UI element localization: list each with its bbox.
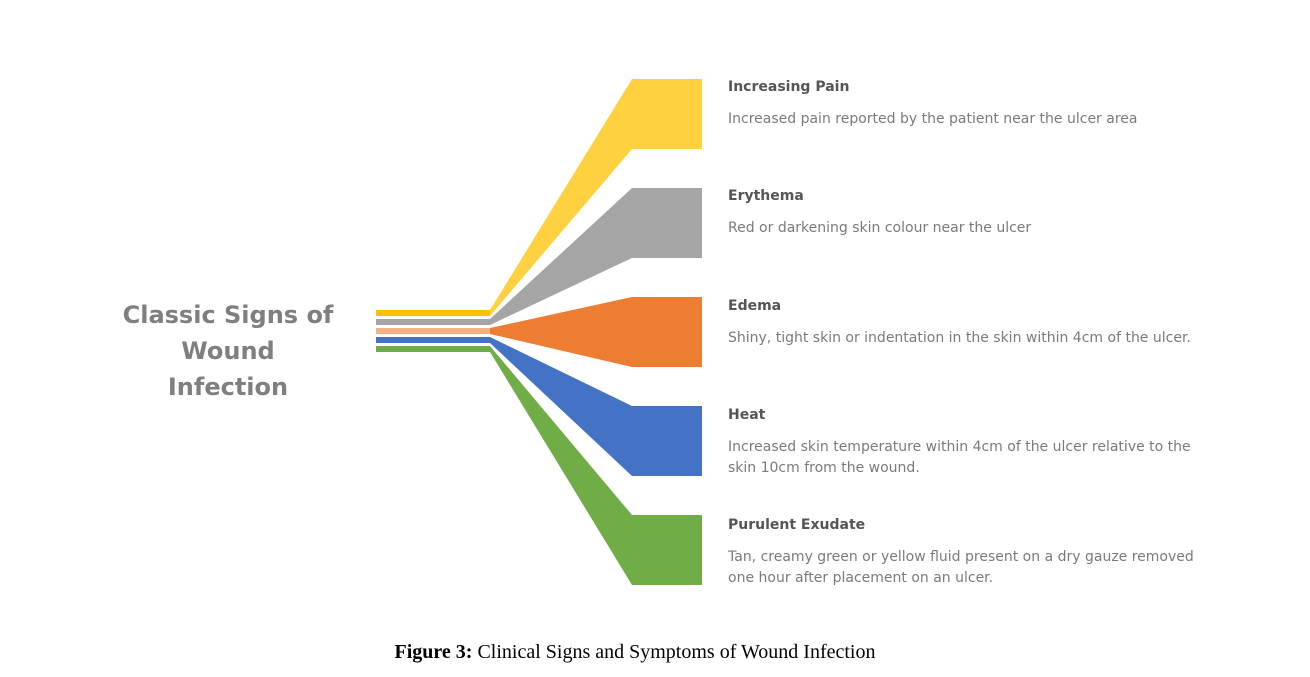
item-desc-purulent-exudate: Tan, creamy green or yellow fluid presen… <box>728 549 1194 586</box>
stub-line-heat <box>376 337 490 343</box>
item-edema: Edema Shiny, tight skin or indentation i… <box>728 297 1198 349</box>
figure-caption-label: Figure 3: <box>394 641 473 663</box>
item-desc-increasing-pain: Increased pain reported by the patient n… <box>728 111 1138 127</box>
fan-shape-purulent-exudate <box>490 346 702 585</box>
fan-shape-edema <box>490 297 702 367</box>
item-erythema: Erythema Red or darkening skin colour ne… <box>728 187 1198 239</box>
item-desc-edema: Shiny, tight skin or indentation in the … <box>728 330 1191 346</box>
item-title-purulent-exudate: Purulent Exudate <box>728 517 866 533</box>
figure-caption-text: Clinical Signs and Symptoms of Wound Inf… <box>472 641 876 663</box>
item-heat: Heat Increased skin temperature within 4… <box>728 406 1198 479</box>
fan-shapes <box>490 79 702 585</box>
stub-line-edema <box>376 328 490 334</box>
stub-line-erythema <box>376 319 490 325</box>
diagram-title-line-2: Infection <box>167 373 289 401</box>
stub-line-increasing-pain <box>376 310 490 316</box>
diagram-title: Classic Signs of Wound Infection <box>78 297 378 405</box>
stub-line-purulent-exudate <box>376 346 490 352</box>
fan-shape-erythema <box>490 188 702 325</box>
item-desc-heat: Increased skin temperature within 4cm of… <box>728 439 1191 476</box>
item-title-heat: Heat <box>728 407 766 423</box>
item-increasing-pain: Increasing Pain Increased pain reported … <box>728 78 1198 130</box>
fan-shape-increasing-pain <box>490 79 702 316</box>
item-purulent-exudate: Purulent Exudate Tan, creamy green or ye… <box>728 516 1198 589</box>
item-desc-erythema: Red or darkening skin colour near the ul… <box>728 220 1032 236</box>
fan-shape-heat <box>490 337 702 476</box>
item-title-erythema: Erythema <box>728 188 804 204</box>
item-title-increasing-pain: Increasing Pain <box>728 79 850 95</box>
diagram-title-line-1: Classic Signs of Wound <box>122 301 334 365</box>
stub-lines <box>376 310 490 352</box>
item-title-edema: Edema <box>728 298 782 314</box>
figure-caption: Figure 3: Clinical Signs and Symptoms of… <box>0 641 1270 664</box>
